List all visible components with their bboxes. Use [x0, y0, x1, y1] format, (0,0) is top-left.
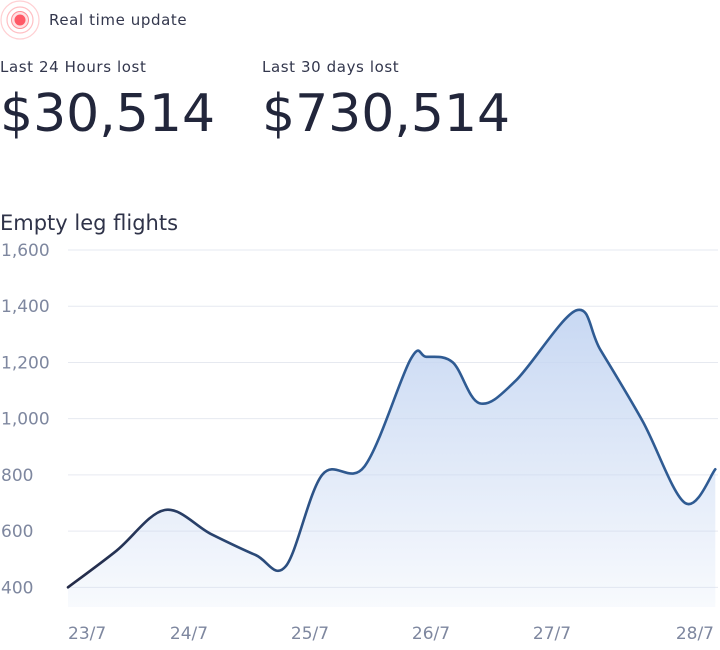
status-indicator: Real time update	[0, 0, 187, 40]
stat-label: Last 30 days lost	[262, 58, 400, 76]
x-tick-label: 27/7	[533, 624, 571, 644]
y-tick-label: 400	[1, 578, 33, 598]
y-tick-label: 1,000	[1, 410, 50, 430]
y-tick-label: 800	[1, 466, 33, 486]
live-pulse-icon	[0, 0, 40, 40]
chart-title: Empty leg flights	[0, 211, 179, 235]
stat-label: Last 24 Hours lost	[0, 58, 147, 76]
y-tick-label: 1,200	[1, 353, 50, 373]
stat-value: $30,514	[0, 84, 216, 144]
x-tick-label: 25/7	[291, 624, 329, 644]
stat-last-30-days: Last 30 days lost $730,514	[262, 58, 510, 144]
stat-value: $730,514	[262, 84, 511, 144]
x-tick-label: 23/7	[68, 624, 106, 644]
series-line	[66, 308, 717, 589]
stat-last-24-hours: Last 24 Hours lost $30,514	[0, 58, 215, 144]
x-tick-label: 28/7	[676, 624, 714, 644]
status-text: Real time update	[49, 11, 188, 29]
series-area	[68, 309, 716, 607]
x-tick-label: 26/7	[412, 624, 450, 644]
y-tick-label: 600	[1, 522, 33, 542]
y-tick-label: 1,400	[1, 297, 50, 317]
y-tick-label: 1,600	[1, 241, 50, 261]
x-tick-label: 24/7	[170, 624, 208, 644]
